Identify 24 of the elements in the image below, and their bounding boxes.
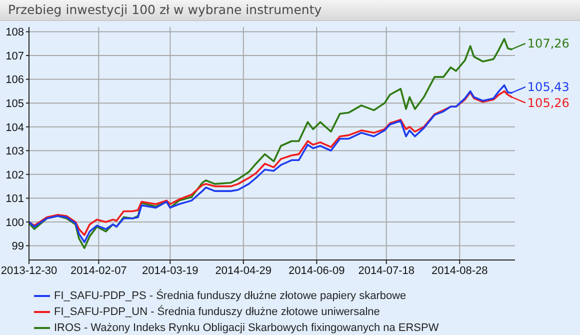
x-tick-label: 2014-02-07 (70, 264, 127, 277)
annotation: 107,26 (527, 36, 570, 50)
y-tick-label: 104 (6, 122, 24, 134)
y-tick-label: 105 (6, 98, 24, 110)
y-tick-label: 100 (6, 216, 24, 229)
x-tick-label: 2014-04-29 (215, 264, 272, 277)
legend-label: FI_SAFU-PDP_UN - Średnia funduszy dłużne złotowe uniwersalne (54, 306, 380, 318)
x-tick-label: 2014-07-18 (358, 264, 414, 277)
y-tick-label: 108 (6, 26, 24, 39)
x-tick-label: 2014-06-09 (288, 264, 345, 277)
annotation: 105,26 (527, 96, 570, 110)
legend-label: IROS - Ważony Indeks Rynku Obligacji Skarbowych fixingowanych na ERSPW (54, 322, 439, 334)
y-tick-label: 106 (6, 74, 24, 86)
legend-label: FI_SAFU-PDP_PS - Średnia funduszy dłużne złotowe papiery skarbowe (54, 290, 406, 302)
chart-title: Przebieg inwestycji 100 zł w wybrane instrumenty (0, 0, 580, 21)
y-tick-label: 102 (6, 169, 24, 182)
x-tick-label: 2014-08-28 (431, 264, 488, 277)
y-tick-label: 107 (6, 50, 24, 62)
x-tick-label: 2014-03-19 (142, 264, 198, 277)
y-tick-label: 101 (6, 193, 24, 206)
x-tick-label: 2013-12-30 (0, 264, 58, 277)
y-tick-label: 103 (6, 146, 24, 158)
annotation: 105,43 (527, 80, 570, 94)
y-tick-label: 99 (12, 240, 24, 253)
